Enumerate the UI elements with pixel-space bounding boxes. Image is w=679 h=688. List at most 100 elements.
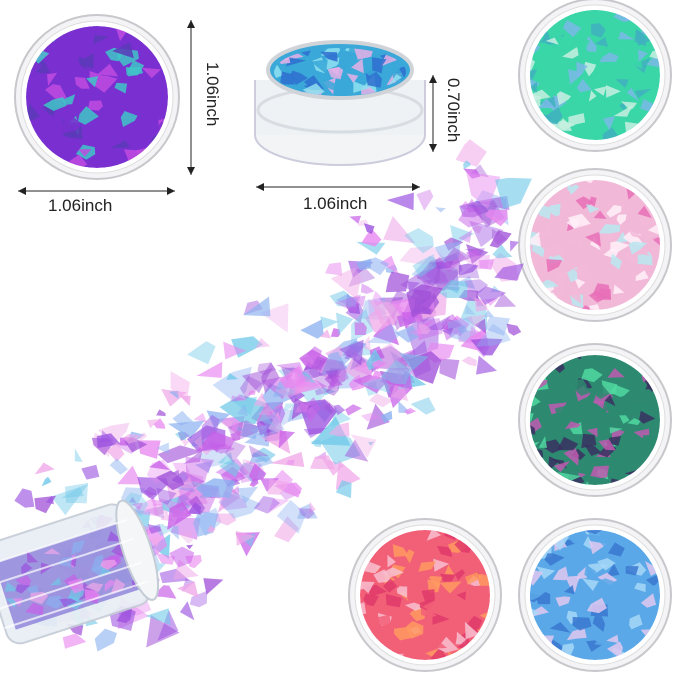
glitter-flake [366,349,384,371]
glitter-flake [26,92,43,108]
glitter-flake [421,279,433,290]
glitter-flake [439,581,462,594]
glitter-flake [550,546,568,561]
glitter-flake [555,405,575,423]
side-width-arrow-icon [256,183,420,191]
glitter-flake [320,316,339,330]
glitter-flake [472,225,483,234]
height-arrow-icon [187,20,195,175]
glitter-flake [98,422,130,445]
glitter-flake [570,236,583,248]
glitter-flake [594,632,610,647]
glitter-flake [619,415,630,424]
glitter-flake [271,409,282,428]
glitter-flake [648,300,660,310]
glitter-flake [385,271,410,293]
glitter-flake [212,366,252,404]
glitter-flake [613,284,625,295]
glitter-flake [106,442,125,462]
glitter-flake [658,10,660,15]
glitter-flake [255,338,271,348]
glitter-flake [626,87,639,102]
glitter-flake [592,616,605,632]
glitter-flake [64,482,89,504]
glitter-flake [346,73,359,84]
glitter-flake [658,23,660,36]
glitter-flake [437,636,459,653]
glitter-flake [410,397,436,415]
glitter-flake [530,466,533,481]
glitter-flake [565,575,581,593]
glitter-flake [646,56,660,68]
glitter-flake [363,257,389,276]
glitter-flake [476,355,497,375]
glitter-flake [637,483,651,485]
glitter-flake [585,36,597,52]
glitter-flake [43,97,67,111]
glitter-flake [366,403,390,430]
glitter-flake [563,447,579,466]
glitter-flake [470,338,503,356]
glitter-flake [387,554,396,568]
glitter-flake [360,283,375,294]
glitter-flake [597,558,616,571]
glitter-flake [302,397,321,423]
glitter-flake [458,207,484,228]
glitter-flake [627,104,642,118]
glitter-flake [278,430,295,449]
glitter-flake [185,456,215,494]
glitter-flake [531,308,553,310]
glitter-flake [489,230,512,248]
glitter-flake [555,596,571,607]
glitter-flake [546,259,563,273]
glitter-flake [433,558,450,572]
glitter-flake [455,569,465,581]
glitter-flake [383,216,416,244]
glitter-flake [530,417,542,432]
glitter-flake [432,612,450,625]
glitter-flake [117,465,142,485]
glitter-flake [621,101,637,112]
glitter-flake [608,453,628,464]
tipped-jar [0,499,160,645]
glitter-flake [203,578,224,595]
glitter-flake [45,595,66,610]
glitter-flake [360,377,392,394]
glitter-flake [161,389,187,407]
glitter-flake [168,420,205,439]
glitter-flake [458,329,482,344]
glitter-flake [314,387,326,396]
glitter-flake [47,48,64,61]
glitter-flake [104,579,116,592]
glitter-flake [608,542,625,557]
glitter-flake [473,195,510,211]
glitter-flake [365,308,389,333]
glitter-flake [475,323,511,347]
glitter-flake [59,598,78,607]
side-view-jar [254,40,426,166]
glitter-flake [168,390,179,399]
glitter-flake [506,323,522,336]
glitter-flake [180,395,191,407]
glitter-flake [577,188,593,198]
glitter-flake [640,593,657,608]
glitter-flake [267,478,290,495]
glitter-flake [634,582,646,593]
glitter-flake [434,241,461,263]
glitter-flake [147,419,159,429]
glitter-flake [598,224,621,234]
glitter-flake [530,530,541,539]
glitter-flake [657,180,660,186]
glitter-flake [568,113,586,126]
glitter-flake [556,91,572,106]
glitter-flake [363,593,379,607]
glitter-flake [345,404,362,416]
glitter-flake [538,98,556,109]
glitter-flake [57,116,82,134]
glitter-flake [100,430,115,443]
glitter-flake [195,461,212,474]
glitter-flake [209,443,235,454]
glitter-flake [21,562,33,576]
glitter-flake [576,92,594,106]
glitter-flake [215,513,237,526]
